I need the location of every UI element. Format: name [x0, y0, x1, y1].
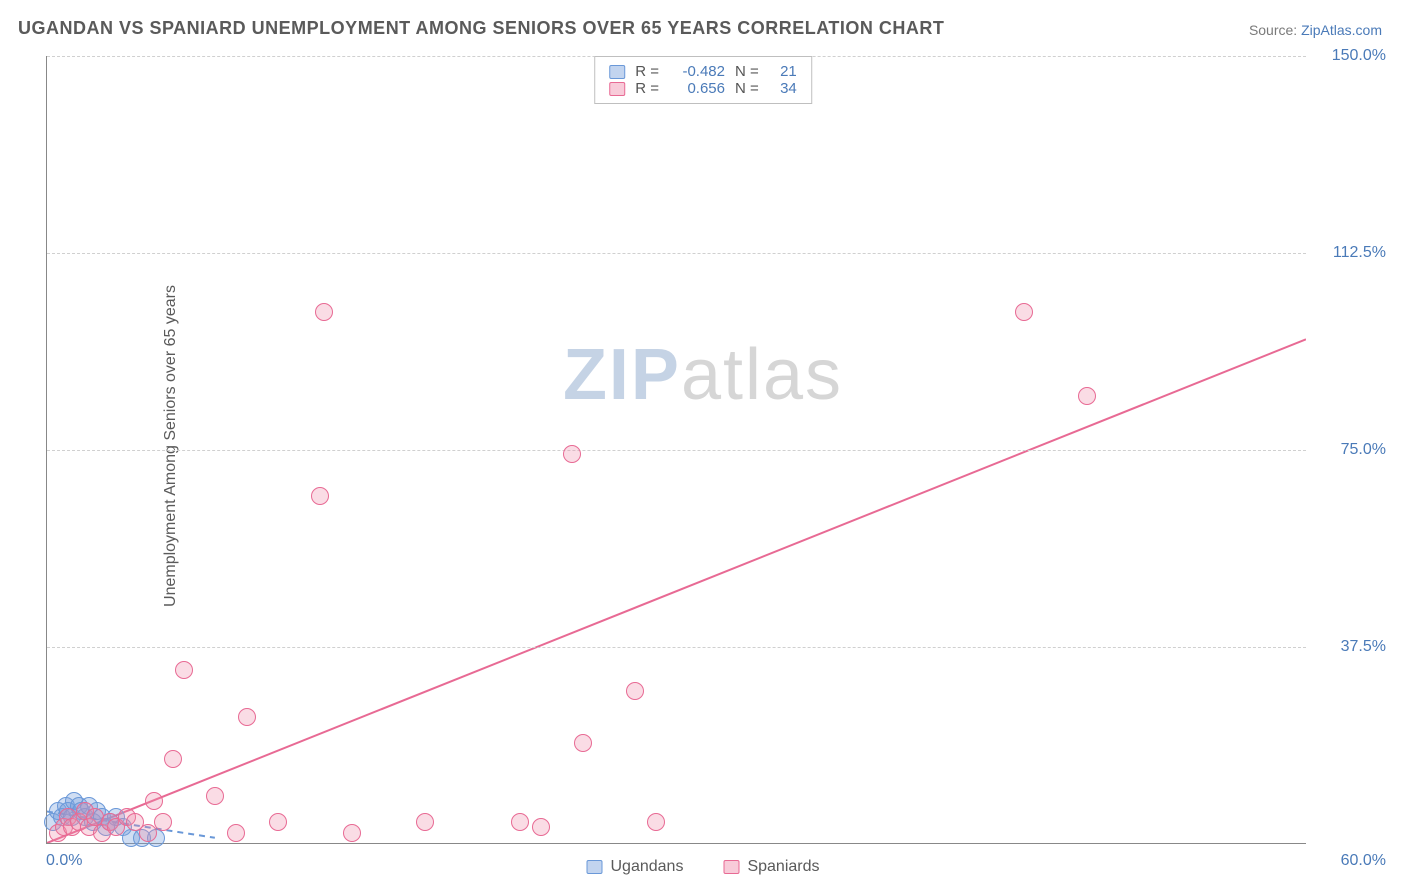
data-point [315, 303, 333, 321]
correlation-row: R = 0.656 N = 34 [609, 80, 797, 97]
legend-swatch [587, 860, 603, 874]
chart-title: UGANDAN VS SPANIARD UNEMPLOYMENT AMONG S… [18, 18, 944, 39]
data-point [175, 661, 193, 679]
r-label: R = [635, 80, 659, 97]
legend-swatch [609, 82, 625, 96]
legend-label: Spaniards [747, 858, 819, 876]
correlation-legend: R = -0.482 N = 21 R = 0.656 N = 34 [594, 56, 812, 104]
data-point [647, 813, 665, 831]
data-point [574, 734, 592, 752]
data-point [532, 818, 550, 836]
data-point [343, 824, 361, 842]
gridline [47, 647, 1306, 648]
data-point [1078, 387, 1096, 405]
legend-swatch [609, 65, 625, 79]
data-point [563, 445, 581, 463]
n-label: N = [735, 63, 759, 80]
n-value: 34 [769, 80, 797, 97]
r-value: -0.482 [669, 63, 725, 80]
data-point [206, 787, 224, 805]
y-tick-label: 37.5% [1341, 638, 1386, 656]
data-point [626, 682, 644, 700]
x-axis-origin-label: 0.0% [46, 852, 82, 870]
data-point [238, 708, 256, 726]
gridline [47, 450, 1306, 451]
plot-area [46, 56, 1306, 844]
y-tick-label: 150.0% [1332, 47, 1386, 65]
x-axis-end-label: 60.0% [1341, 852, 1386, 870]
legend-swatch [723, 860, 739, 874]
y-tick-label: 75.0% [1341, 441, 1386, 459]
data-point [311, 487, 329, 505]
y-tick-label: 112.5% [1333, 244, 1386, 262]
r-value: 0.656 [669, 80, 725, 97]
legend-label: Ugandans [611, 858, 684, 876]
data-point [269, 813, 287, 831]
gridline [47, 253, 1306, 254]
series-legend: Ugandans Spaniards [587, 858, 820, 876]
data-point [145, 792, 163, 810]
data-point [511, 813, 529, 831]
data-point [416, 813, 434, 831]
n-label: N = [735, 80, 759, 97]
regression-line [47, 339, 1306, 843]
data-point [1015, 303, 1033, 321]
source-label: Source: [1249, 22, 1297, 38]
correlation-row: R = -0.482 N = 21 [609, 63, 797, 80]
legend-item: Spaniards [723, 858, 819, 876]
n-value: 21 [769, 63, 797, 80]
r-label: R = [635, 63, 659, 80]
data-point [164, 750, 182, 768]
source-link[interactable]: ZipAtlas.com [1301, 22, 1382, 38]
data-point [227, 824, 245, 842]
source-attribution: Source: ZipAtlas.com [1249, 22, 1382, 38]
data-point [154, 813, 172, 831]
legend-item: Ugandans [587, 858, 684, 876]
